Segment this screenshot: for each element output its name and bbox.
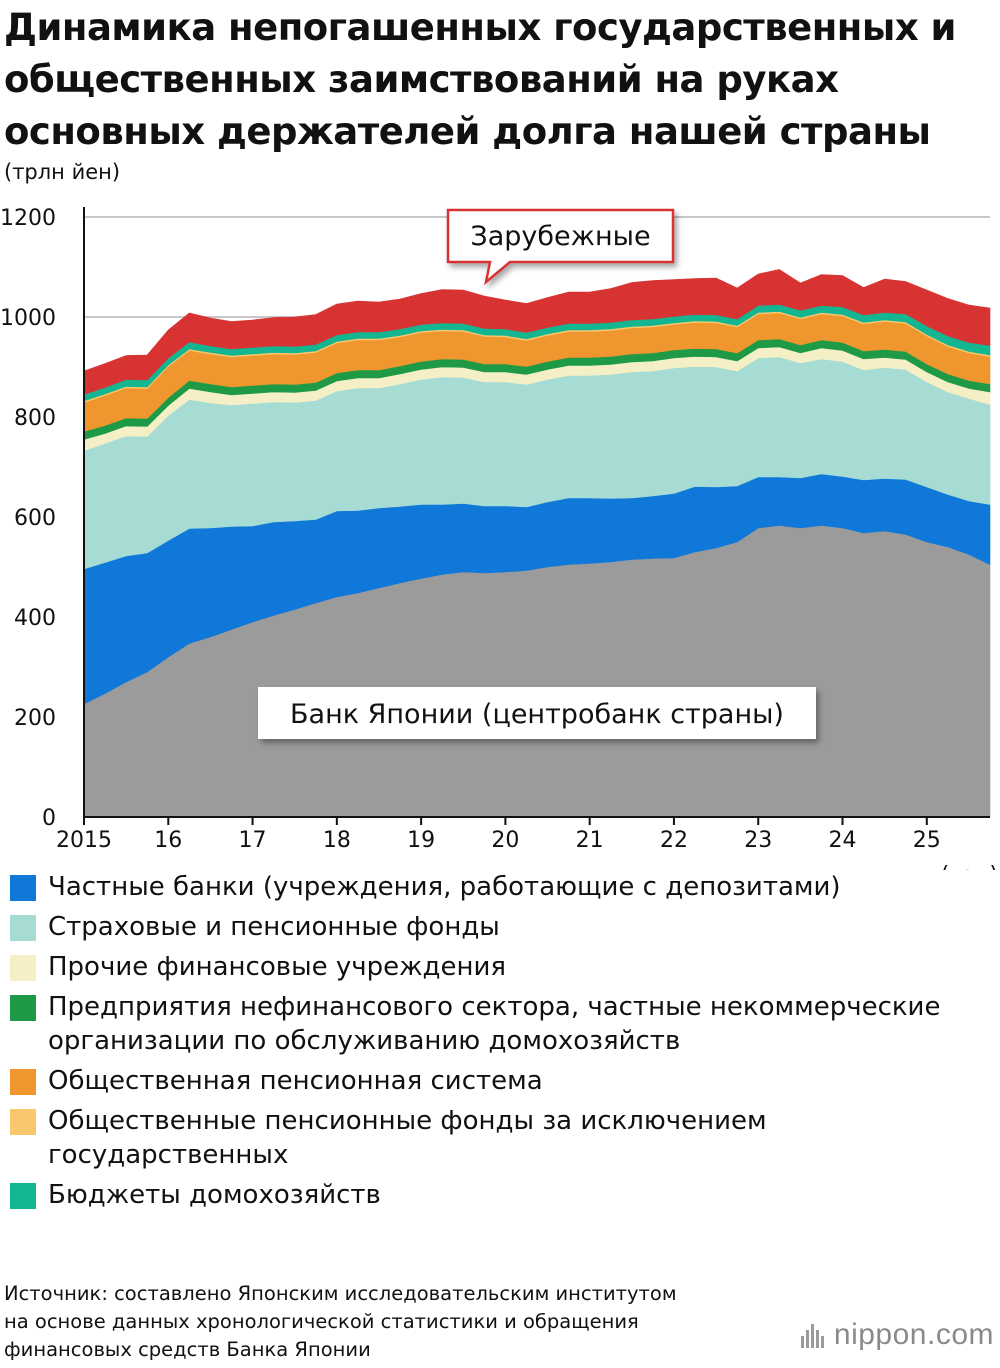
chart-title: Динамика непогашенных государственных и … (4, 2, 994, 158)
legend-label: Страховые и пенсионные фонды (48, 912, 500, 942)
x-axis-unit-label: (год) (941, 863, 998, 870)
legend-item-private-banks: Частные банки (учреждения, работающие с … (10, 870, 995, 904)
axes: 0 200 400 600 800 1000 1200 2015 16 17 18 19 20 21 22 2… (0, 206, 998, 870)
legend-swatch (10, 1183, 36, 1209)
y-tick-label: 0 (42, 806, 56, 831)
legend-swatch (10, 995, 36, 1021)
legend-swatch (10, 955, 36, 981)
area-series-path (83, 269, 991, 395)
x-tick-label: 18 (323, 828, 351, 853)
legend-item-public-funds-nongov: Общественные пенсионные фонды за исключе… (10, 1104, 995, 1172)
annotation-label: Зарубежные (470, 221, 650, 252)
annotation-foreign: Зарубежные (446, 208, 675, 286)
x-tick-label: 2015 (56, 828, 112, 853)
callout-box (446, 208, 675, 286)
legend-swatch (10, 915, 36, 941)
legend-item-insurance-pension: Страховые и пенсионные фонды (10, 910, 995, 944)
legend-item-public-pension: Общественная пенсионная система (10, 1064, 995, 1098)
y-axis-unit-label: (трлн йен) (4, 160, 121, 184)
source-note: Источник: составлено Японским исследоват… (4, 1280, 677, 1364)
legend-label: Общественные пенсионные фонды за исключе… (48, 1106, 767, 1170)
logo-text: nippon.com (833, 1318, 994, 1351)
y-tick-label: 400 (14, 606, 56, 631)
legend-item-households: Бюджеты домохозяйств (10, 1178, 995, 1212)
x-tick-label: 20 (491, 828, 519, 853)
logo-bars-icon (800, 1322, 826, 1356)
title-line: общественных заимствований на руках (4, 58, 839, 101)
y-tick-label: 600 (14, 506, 56, 531)
title-line: Динамика непогашенных государственных и (4, 6, 957, 49)
area-series (83, 269, 991, 818)
nippon-logo: nippon.com (800, 1318, 994, 1356)
title-line: основных держателей долга нашей страны (4, 110, 931, 153)
y-tick-label: 1200 (0, 206, 56, 231)
legend-swatch (10, 875, 36, 901)
source-line: финансовых средств Банка Японии (4, 1338, 371, 1361)
source-line: Источник: составлено Японским исследоват… (4, 1282, 677, 1305)
legend-label: Частные банки (учреждения, работающие с … (48, 872, 841, 902)
legend-item-other-financial: Прочие финансовые учреждения (10, 950, 995, 984)
legend-label: Прочие финансовые учреждения (48, 952, 507, 982)
y-tick-label: 200 (14, 706, 56, 731)
annotation-label: Банк Японии (центробанк страны) (290, 699, 784, 730)
x-tick-label: 19 (407, 828, 435, 853)
legend: Частные банки (учреждения, работающие с … (10, 870, 995, 1218)
legend-swatch (10, 1069, 36, 1095)
x-tick-label: 24 (829, 828, 857, 853)
label-box (258, 687, 816, 739)
legend-label: Общественная пенсионная система (48, 1066, 543, 1096)
annotation-boj: Банк Японии (центробанк страны) (258, 687, 816, 739)
legend-label: Бюджеты домохозяйств (48, 1180, 381, 1210)
legend-item-nonfinancial: Предприятия нефинансового сектора, частн… (10, 990, 995, 1058)
stacked-area-chart: 0 200 400 600 800 1000 1200 2015 16 17 18 19 20 21 22 2… (0, 206, 998, 870)
y-tick-label: 1000 (0, 306, 56, 331)
y-tick-label: 800 (14, 406, 56, 431)
annotations: Зарубежные Банк Японии (центробанк страны… (258, 208, 816, 739)
legend-label: Предприятия нефинансового сектора, частн… (48, 992, 941, 1056)
x-tick-label: 21 (576, 828, 604, 853)
x-tick-label: 16 (154, 828, 182, 853)
x-tick-label: 23 (744, 828, 772, 853)
source-line: на основе данных хронологической статист… (4, 1310, 639, 1333)
x-tick-label: 17 (239, 828, 267, 853)
x-tick-label: 22 (660, 828, 688, 853)
legend-swatch (10, 1109, 36, 1135)
x-tick-label: 25 (913, 828, 941, 853)
